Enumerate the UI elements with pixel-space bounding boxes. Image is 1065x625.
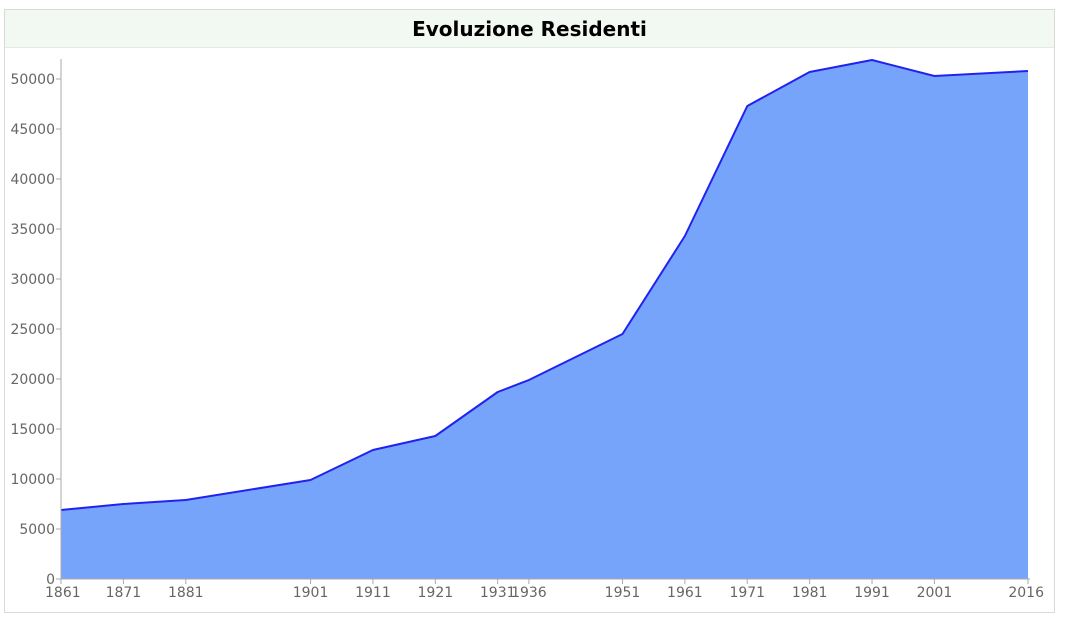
y-tick-label: 0	[46, 572, 55, 588]
y-tick-label: 50000	[10, 72, 55, 88]
x-tick-label: 1961	[667, 585, 703, 601]
x-tick-label: 1931	[480, 585, 516, 601]
series-line	[60, 59, 1029, 511]
y-tick-label: 25000	[10, 322, 55, 338]
area-fill	[61, 60, 1028, 579]
x-tick-label: 1901	[293, 585, 329, 601]
x-tick-label: 1971	[729, 585, 765, 601]
y-tick-label: 30000	[10, 272, 55, 288]
y-tick-label: 45000	[10, 122, 55, 138]
y-tick-label: 40000	[10, 172, 55, 188]
x-tick-label: 1911	[355, 585, 391, 601]
x-tick-label: 1951	[605, 585, 641, 601]
x-tick-label: 2001	[917, 585, 953, 601]
y-tick-label: 5000	[19, 522, 55, 538]
x-tick-label: 1936	[511, 585, 547, 601]
y-tick-label: 10000	[10, 472, 55, 488]
x-tick-label: 1991	[854, 585, 890, 601]
title-bar: Evoluzione Residenti	[5, 10, 1054, 48]
x-tick-label: 1881	[168, 585, 204, 601]
x-tick-label: 1861	[45, 585, 81, 601]
x-tick-label: 1981	[792, 585, 828, 601]
x-tick-label: 2016	[1008, 585, 1044, 601]
y-tick-label: 20000	[10, 372, 55, 388]
y-tick-label: 15000	[10, 422, 55, 438]
chart-title: Evoluzione Residenti	[412, 16, 647, 41]
x-tick-label: 1871	[106, 585, 142, 601]
x-tick-label: 1921	[418, 585, 454, 601]
y-tick-label: 35000	[10, 222, 55, 238]
